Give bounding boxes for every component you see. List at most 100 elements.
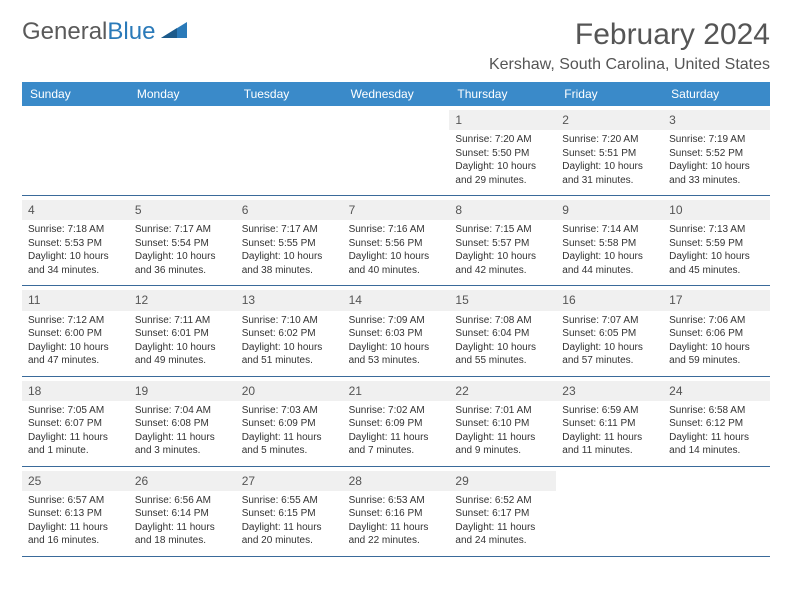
daylight-text: Daylight: 10 hours and 45 minutes. [669,250,764,277]
sunrise-text: Sunrise: 6:52 AM [455,494,550,508]
day-number: 5 [129,200,236,220]
day-number: 15 [449,290,556,310]
sunrise-text: Sunrise: 7:19 AM [669,133,764,147]
day-cell: 16 Sunrise: 7:07 AMSunset: 6:05 PMDayligh… [556,286,663,375]
day-header: Sunday [22,82,129,106]
day-header: Saturday [663,82,770,106]
day-cell: 29Sunrise: 6:52 AMSunset: 6:17 PMDayligh… [449,467,556,556]
sunset-text: Sunset: 6:00 PM [28,327,123,341]
sunrise-text: Sunrise: 7:12 AM [28,314,123,328]
day-number: 4 [22,200,129,220]
day-cell: 21Sunrise: 7:02 AMSunset: 6:09 PMDayligh… [343,377,450,466]
day-cell: 28Sunrise: 6:53 AMSunset: 6:16 PMDayligh… [343,467,450,556]
sunset-text: Sunset: 5:56 PM [349,237,444,251]
daylight-text: Daylight: 10 hours and 57 minutes. [562,341,657,368]
sunset-text: Sunset: 5:50 PM [455,147,550,161]
sunrise-text: Sunrise: 7:16 AM [349,223,444,237]
day-cell [22,106,129,195]
day-cell: 20Sunrise: 7:03 AMSunset: 6:09 PMDayligh… [236,377,343,466]
day-cell: 27Sunrise: 6:55 AMSunset: 6:15 PMDayligh… [236,467,343,556]
day-number: 8 [449,200,556,220]
day-number: 1 [449,110,556,130]
day-number: 27 [236,471,343,491]
daylight-text: Daylight: 11 hours and 5 minutes. [242,431,337,458]
sunset-text: Sunset: 6:03 PM [349,327,444,341]
day-cell: 22Sunrise: 7:01 AMSunset: 6:10 PMDayligh… [449,377,556,466]
daylight-text: Daylight: 10 hours and 59 minutes. [669,341,764,368]
sunset-text: Sunset: 6:05 PM [562,327,657,341]
day-number: 24 [663,381,770,401]
daylight-text: Daylight: 11 hours and 18 minutes. [135,521,230,548]
sunset-text: Sunset: 6:17 PM [455,507,550,521]
day-cell: 19Sunrise: 7:04 AMSunset: 6:08 PMDayligh… [129,377,236,466]
week-row: 18Sunrise: 7:05 AMSunset: 6:07 PMDayligh… [22,377,770,467]
day-number: 16 [556,290,663,310]
day-number: 28 [343,471,450,491]
day-cell: 2Sunrise: 7:20 AMSunset: 5:51 PMDaylight… [556,106,663,195]
day-header-row: Sunday Monday Tuesday Wednesday Thursday… [22,82,770,106]
daylight-text: Daylight: 10 hours and 51 minutes. [242,341,337,368]
day-number: 26 [129,471,236,491]
day-number: 21 [343,381,450,401]
daylight-text: Daylight: 11 hours and 9 minutes. [455,431,550,458]
sunrise-text: Sunrise: 7:13 AM [669,223,764,237]
day-cell: 15Sunrise: 7:08 AMSunset: 6:04 PMDayligh… [449,286,556,375]
sunset-text: Sunset: 6:15 PM [242,507,337,521]
day-cell [236,106,343,195]
sunset-text: Sunset: 6:10 PM [455,417,550,431]
sunset-text: Sunset: 6:01 PM [135,327,230,341]
day-number: 9 [556,200,663,220]
sunrise-text: Sunrise: 7:03 AM [242,404,337,418]
daylight-text: Daylight: 10 hours and 29 minutes. [455,160,550,187]
daylight-text: Daylight: 10 hours and 36 minutes. [135,250,230,277]
sunset-text: Sunset: 5:53 PM [28,237,123,251]
sunset-text: Sunset: 5:52 PM [669,147,764,161]
daylight-text: Daylight: 10 hours and 47 minutes. [28,341,123,368]
sunrise-text: Sunrise: 7:07 AM [562,314,657,328]
day-number: 17 [663,290,770,310]
sunset-text: Sunset: 6:13 PM [28,507,123,521]
sunrise-text: Sunrise: 7:01 AM [455,404,550,418]
daylight-text: Daylight: 11 hours and 14 minutes. [669,431,764,458]
daylight-text: Daylight: 10 hours and 55 minutes. [455,341,550,368]
day-cell: 12Sunrise: 7:11 AMSunset: 6:01 PMDayligh… [129,286,236,375]
sunrise-text: Sunrise: 7:02 AM [349,404,444,418]
day-cell: 10Sunrise: 7:13 AMSunset: 5:59 PMDayligh… [663,196,770,285]
sunset-text: Sunset: 6:12 PM [669,417,764,431]
daylight-text: Daylight: 10 hours and 31 minutes. [562,160,657,187]
day-cell: 1Sunrise: 7:20 AMSunset: 5:50 PMDaylight… [449,106,556,195]
daylight-text: Daylight: 11 hours and 20 minutes. [242,521,337,548]
sunrise-text: Sunrise: 7:17 AM [135,223,230,237]
day-cell: 8Sunrise: 7:15 AMSunset: 5:57 PMDaylight… [449,196,556,285]
sunrise-text: Sunrise: 7:17 AM [242,223,337,237]
daylight-text: Daylight: 10 hours and 44 minutes. [562,250,657,277]
daylight-text: Daylight: 11 hours and 3 minutes. [135,431,230,458]
triangle-icon [161,20,187,45]
day-cell: 6Sunrise: 7:17 AMSunset: 5:55 PMDaylight… [236,196,343,285]
day-number: 3 [663,110,770,130]
day-header: Thursday [449,82,556,106]
day-cell: 14Sunrise: 7:09 AMSunset: 6:03 PMDayligh… [343,286,450,375]
daylight-text: Daylight: 10 hours and 53 minutes. [349,341,444,368]
day-number: 19 [129,381,236,401]
daylight-text: Daylight: 11 hours and 22 minutes. [349,521,444,548]
day-number: 18 [22,381,129,401]
day-cell: 4Sunrise: 7:18 AMSunset: 5:53 PMDaylight… [22,196,129,285]
sunrise-text: Sunrise: 6:57 AM [28,494,123,508]
day-number: 11 [22,290,129,310]
day-cell: 5Sunrise: 7:17 AMSunset: 5:54 PMDaylight… [129,196,236,285]
sunset-text: Sunset: 5:59 PM [669,237,764,251]
weeks-container: 1Sunrise: 7:20 AMSunset: 5:50 PMDaylight… [22,106,770,557]
logo-part2: Blue [107,18,155,45]
day-header: Wednesday [343,82,450,106]
sunrise-text: Sunrise: 7:05 AM [28,404,123,418]
daylight-text: Daylight: 10 hours and 38 minutes. [242,250,337,277]
sunrise-text: Sunrise: 6:59 AM [562,404,657,418]
day-cell: 18Sunrise: 7:05 AMSunset: 6:07 PMDayligh… [22,377,129,466]
day-header: Friday [556,82,663,106]
day-cell [663,467,770,556]
sunrise-text: Sunrise: 6:58 AM [669,404,764,418]
daylight-text: Daylight: 10 hours and 42 minutes. [455,250,550,277]
sunset-text: Sunset: 5:57 PM [455,237,550,251]
daylight-text: Daylight: 10 hours and 33 minutes. [669,160,764,187]
